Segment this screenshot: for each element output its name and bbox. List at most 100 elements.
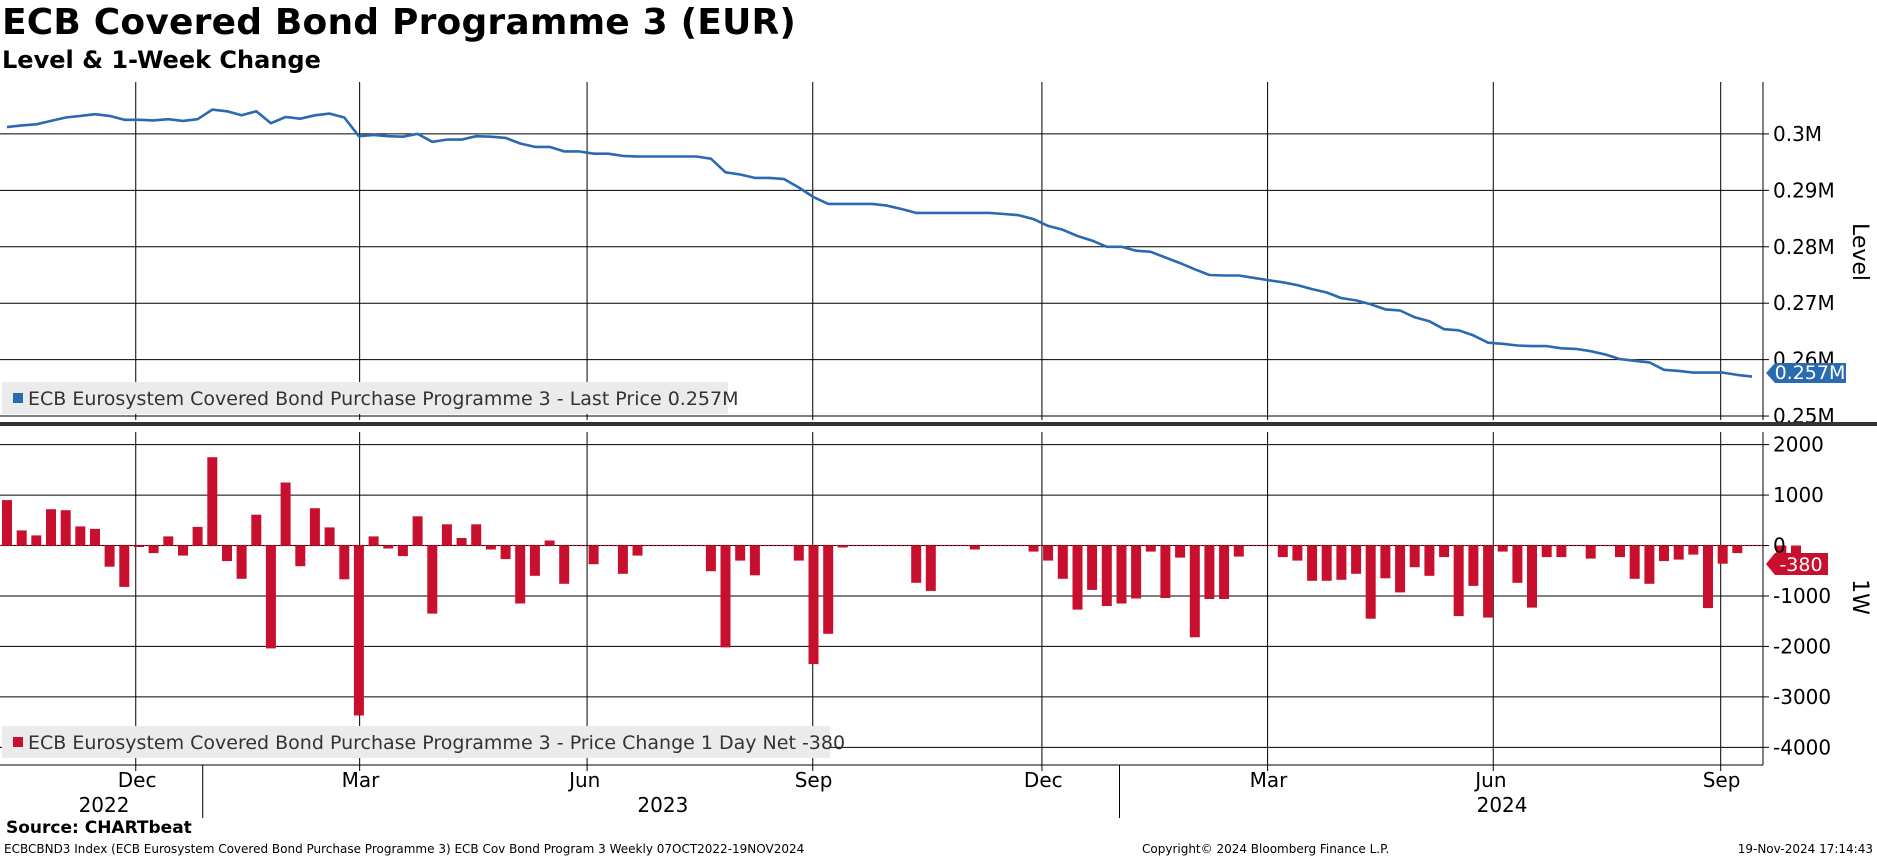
- change-bar: [397, 545, 408, 557]
- change-bar: [75, 526, 86, 546]
- change-bar: [1277, 545, 1288, 558]
- change-bar: [808, 545, 819, 665]
- change-bar: [1688, 545, 1699, 555]
- change-bar: [1057, 545, 1068, 579]
- change-bar: [148, 545, 159, 554]
- ticker-line: ECBCBND3 Index (ECB Eurosystem Covered B…: [4, 842, 805, 856]
- change-bar: [207, 457, 218, 546]
- change-bar: [1321, 545, 1332, 581]
- change-bar: [265, 545, 276, 649]
- change-bar: [1307, 545, 1318, 581]
- month-label: Jun: [1473, 768, 1506, 792]
- change-bar: [1512, 545, 1523, 583]
- change-bar: [1424, 545, 1435, 576]
- last-level-label: 0.257M: [1775, 362, 1846, 384]
- change-bar: [1409, 545, 1420, 568]
- change-bar: [456, 538, 467, 546]
- line-series: [6, 108, 1753, 378]
- change-bar: [1483, 545, 1494, 618]
- change-bar: [46, 509, 56, 546]
- month-label: Jun: [567, 768, 600, 792]
- change-bar: [1175, 545, 1186, 558]
- change-bar: [544, 540, 555, 546]
- change-bar: [720, 545, 731, 648]
- level-axis-title: Level: [1847, 223, 1872, 281]
- change-bar: [588, 545, 599, 565]
- chart-subtitle: Level & 1-Week Change: [2, 46, 321, 74]
- change-bar: [1453, 545, 1464, 617]
- last-change-tag: -380: [1766, 553, 1828, 576]
- change-bar: [1541, 545, 1552, 558]
- last-change-label: -380: [1779, 554, 1822, 576]
- change-bar: [1087, 545, 1098, 590]
- change-bar: [236, 545, 247, 579]
- change-bar: [735, 545, 746, 561]
- bar-series: [0, 457, 1801, 716]
- change-bar: [1233, 545, 1244, 557]
- change-bar: [793, 545, 804, 561]
- change-bar: [1351, 545, 1362, 574]
- copyright: Copyright© 2024 Bloomberg Finance L.P.: [1142, 842, 1390, 856]
- change-bar: [1072, 545, 1083, 610]
- change-bar: [1204, 545, 1215, 599]
- change-tick-label: -3000: [1773, 685, 1831, 709]
- change-bar: [339, 545, 350, 580]
- bottom-legend: ECB Eurosystem Covered Bond Purchase Pro…: [2, 726, 845, 758]
- change-bar: [427, 545, 438, 614]
- year-label: 2023: [637, 793, 688, 817]
- month-label: Mar: [1250, 768, 1289, 792]
- last-level-tag: 0.257M: [1766, 362, 1846, 384]
- change-bar: [823, 545, 834, 634]
- top-panel-grid: [0, 82, 1763, 420]
- change-bar: [1497, 545, 1508, 552]
- month-label: Sep: [1703, 768, 1741, 792]
- change-bar: [412, 516, 423, 546]
- change-tick-label: 1000: [1773, 483, 1824, 507]
- chart-title: ECB Covered Bond Programme 3 (EUR): [2, 2, 797, 43]
- source-note: Source: CHARTbeat: [6, 818, 192, 838]
- change-bar: [1380, 545, 1391, 579]
- change-bar: [1629, 545, 1640, 579]
- change-bar: [104, 545, 115, 567]
- change-tick-label: -1000: [1773, 584, 1831, 608]
- change-bar: [500, 545, 511, 560]
- change-bar: [31, 535, 42, 546]
- change-bar: [295, 545, 306, 567]
- change-bar: [471, 524, 482, 546]
- change-bar: [309, 508, 320, 546]
- change-bar: [925, 545, 936, 591]
- level-tick-label: 0.29M: [1773, 178, 1835, 202]
- change-bar: [1101, 545, 1112, 606]
- change-bar: [178, 545, 188, 556]
- change-bar: [163, 536, 174, 546]
- change-tick-label: 2000: [1773, 433, 1824, 457]
- change-bar: [632, 545, 643, 556]
- bottom-legend-label: ECB Eurosystem Covered Bond Purchase Pro…: [28, 732, 845, 754]
- month-label: Dec: [1024, 768, 1063, 792]
- year-label: 2024: [1477, 793, 1528, 817]
- level-line: [6, 108, 1753, 378]
- change-bar: [1395, 545, 1406, 593]
- level-tick-label: 0.27M: [1773, 291, 1835, 315]
- change-bar: [1189, 545, 1200, 638]
- axes: 0.25M0.26M0.27M0.28M0.29M0.3M-4000-3000-…: [0, 82, 1877, 818]
- change-bar: [559, 545, 570, 584]
- change-bar: [1219, 545, 1230, 599]
- month-label: Dec: [118, 768, 157, 792]
- change-bar: [969, 545, 980, 550]
- month-label: Sep: [795, 768, 833, 792]
- change-tick-label: -2000: [1773, 634, 1831, 658]
- change-bar: [90, 528, 100, 546]
- change-bar: [192, 526, 203, 546]
- change-bar: [251, 514, 262, 546]
- change-bar: [1292, 545, 1303, 561]
- change-bar: [280, 482, 291, 546]
- change-bar: [1028, 545, 1039, 552]
- change-bar: [1659, 545, 1669, 562]
- change-bar: [705, 545, 716, 572]
- change-tick-label: -4000: [1773, 735, 1831, 759]
- change-bar: [222, 545, 232, 562]
- change-bar: [1703, 545, 1713, 609]
- change-bar: [134, 545, 144, 547]
